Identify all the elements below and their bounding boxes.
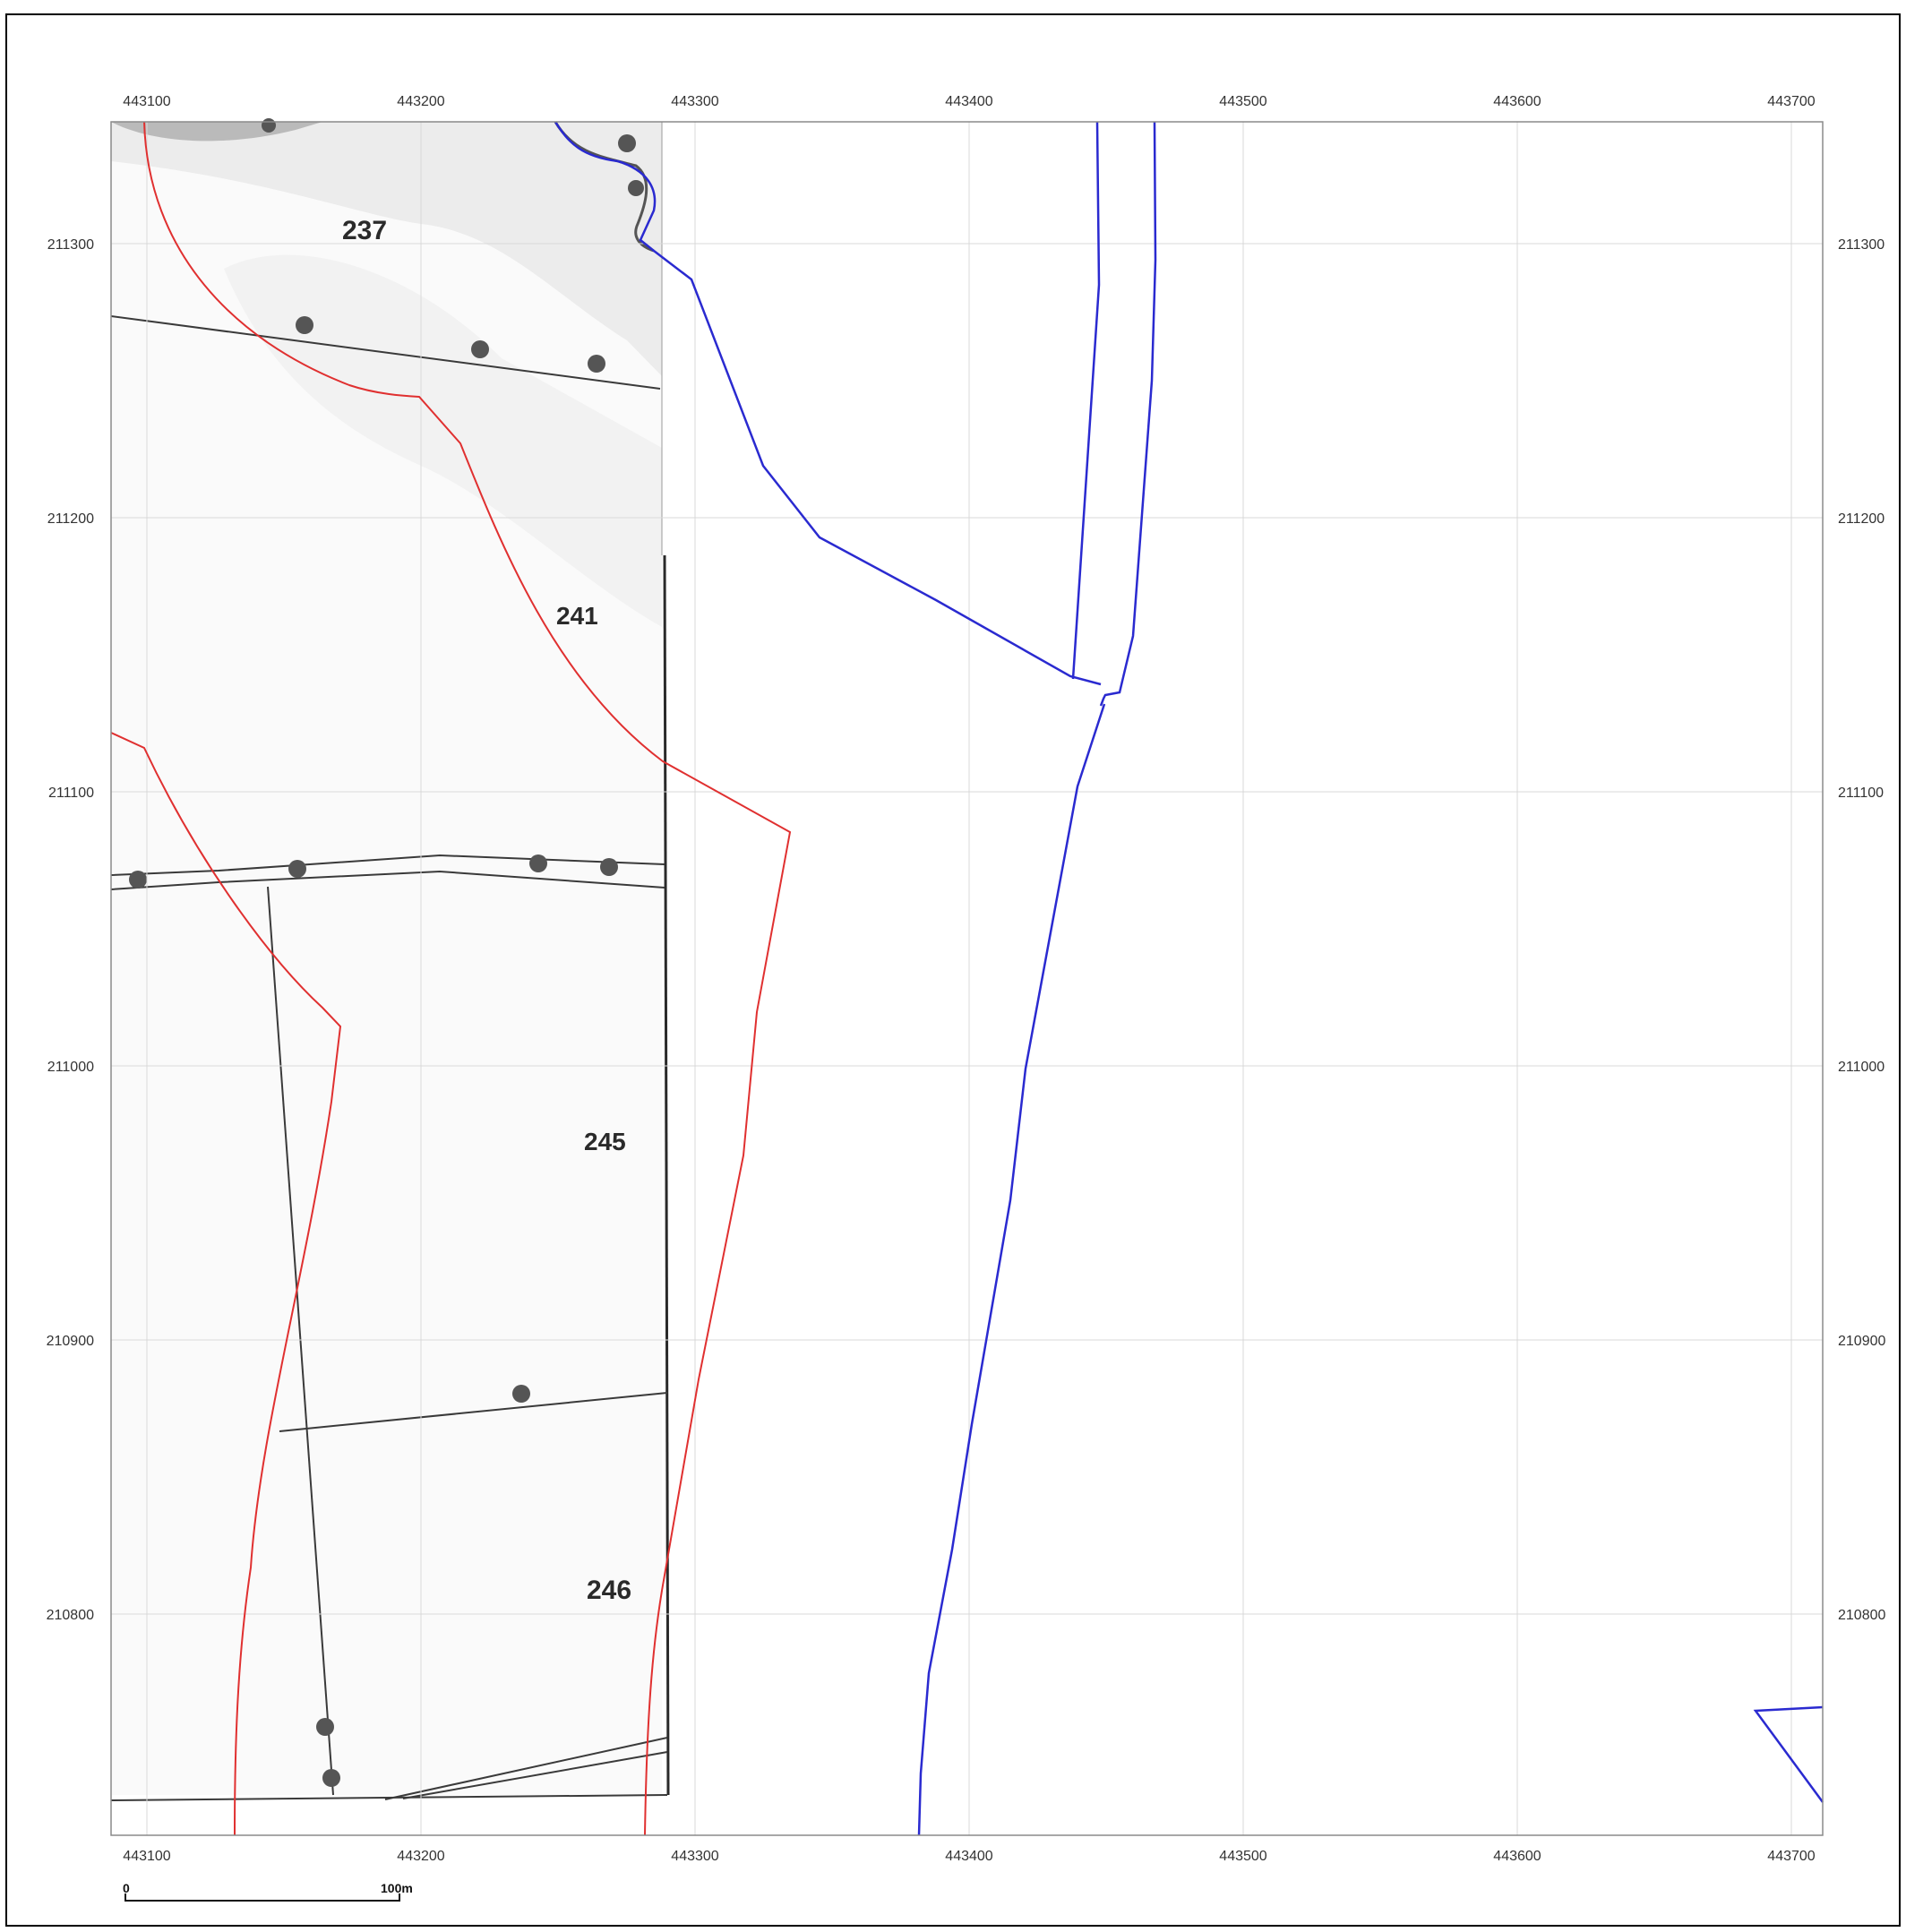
easting-labels-bottom: 443100 443200 443300 443400 443500 44360… (123, 1849, 1815, 1864)
easting-label: 443500 (1219, 94, 1266, 109)
scale-start-label: 0 (123, 1881, 130, 1895)
northing-label: 211300 (47, 237, 94, 253)
grid-lines (111, 122, 1823, 1835)
northing-label: 211200 (1838, 511, 1885, 527)
easting-label: 443400 (945, 94, 992, 109)
easting-label: 443100 (123, 94, 170, 109)
easting-label: 443700 (1767, 1849, 1815, 1864)
northing-label: 211000 (47, 1060, 94, 1075)
northing-label: 211200 (47, 511, 94, 527)
parcel-label-245: 245 (584, 1128, 626, 1155)
easting-label: 443700 (1767, 94, 1815, 109)
northing-label: 211100 (48, 786, 94, 801)
easting-label: 443600 (1493, 1849, 1541, 1864)
northing-labels-left: 211300 211200 211100 211000 210900 21080… (47, 237, 94, 1623)
scale-end-label: 100m (381, 1881, 413, 1895)
easting-label: 443400 (945, 1849, 992, 1864)
northing-label: 211000 (1838, 1060, 1885, 1075)
historic-map-overlay (110, 118, 670, 1801)
easting-label: 443600 (1493, 94, 1541, 109)
blue-boundary (554, 121, 1824, 1836)
northing-label: 210800 (47, 1608, 94, 1623)
parcel-label-237: 237 (342, 216, 387, 245)
northing-label: 210900 (47, 1334, 94, 1349)
easting-label: 443200 (397, 94, 444, 109)
easting-label: 443100 (123, 1849, 170, 1864)
easting-label: 443300 (671, 1849, 718, 1864)
northing-label: 210800 (1838, 1608, 1885, 1623)
northing-label: 210900 (1838, 1334, 1885, 1349)
red-boundary (110, 121, 792, 1836)
northing-label: 211300 (1838, 237, 1885, 253)
easting-label: 443300 (671, 94, 718, 109)
parcel-label-246: 246 (587, 1576, 631, 1605)
parcel-label-241: 241 (556, 602, 598, 630)
northing-labels-right: 211300 211200 211100 211000 210900 21080… (1838, 237, 1885, 1623)
map-frame (110, 121, 1824, 1836)
scale-bar: 0 100m (123, 1881, 413, 1902)
northing-label: 211100 (1838, 786, 1884, 801)
easting-label: 443500 (1219, 1849, 1266, 1864)
easting-label: 443200 (397, 1849, 444, 1864)
easting-labels-top: 443100 443200 443300 443400 443500 44360… (123, 94, 1815, 109)
